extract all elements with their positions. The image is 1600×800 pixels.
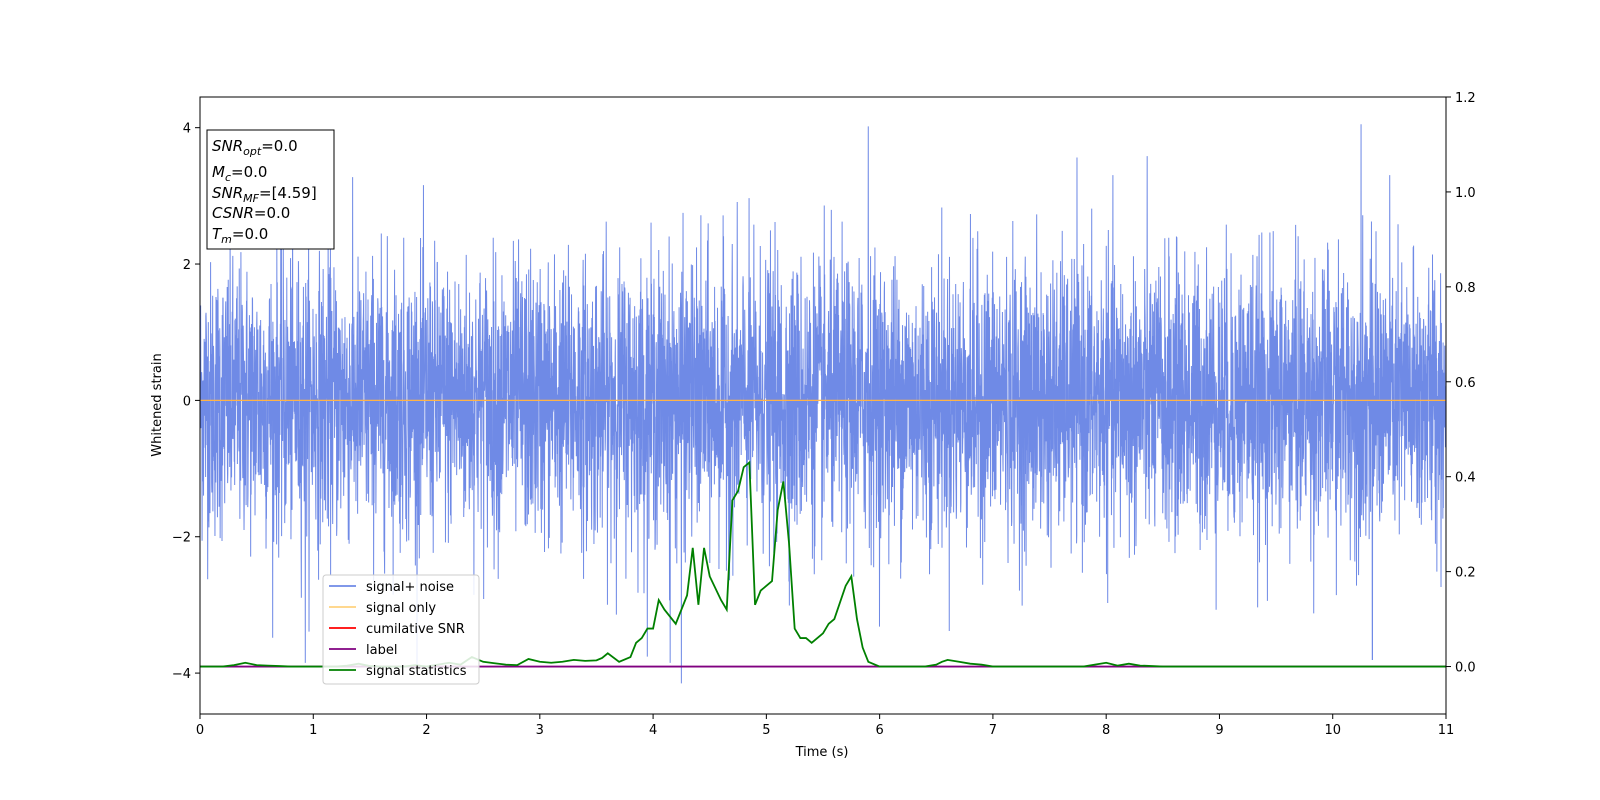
x-tick-label: 6 [875,723,883,738]
y-left-tick-label: −4 [172,667,191,682]
x-tick-label: 3 [536,723,544,738]
stat-snr-opt: SNRopt=0.0 [212,137,298,158]
axis-ticks: 0 1 2 3 4 5 6 7 8 9 10 11 −4 −2 0 2 4 0.0 0.2 0.4 0.6 0.8 1.0 1… [172,91,1476,738]
y-left-tick-label: 2 [183,258,191,273]
y-left-tick-label: −2 [172,531,191,546]
x-tick-label: 5 [762,723,770,738]
y-right-tick-label: 0.6 [1455,376,1476,391]
stat-mc: Mc=0.0 [212,163,267,184]
y-right-tick-label: 1.2 [1455,91,1476,106]
y-left-tick-label: 4 [183,122,191,137]
stats-box: SNRopt=0.0 Mc=0.0 SNRMF=[4.59] CSNR=0.0 … [206,129,335,250]
plot-frame [199,96,1447,715]
x-tick-label: 8 [1102,723,1110,738]
stat-csnr: CSNR=0.0 [212,204,290,222]
y-right-tick-label: 0.4 [1455,471,1476,486]
x-tick-label: 7 [989,723,997,738]
x-tick-label: 9 [1215,723,1223,738]
legend-label-signal-statistics: signal statistics [366,664,467,679]
x-tick-label: 0 [196,723,204,738]
y-right-tick-label: 0.0 [1455,661,1476,676]
series-signal-noise [200,124,1446,684]
y-right-tick-label: 0.8 [1455,281,1476,296]
x-tick-label: 10 [1324,723,1341,738]
stat-tm: Tm=0.0 [212,225,268,246]
x-tick-label: 11 [1438,723,1455,738]
x-tick-label: 1 [309,723,317,738]
y-left-tick-label: 0 [183,394,191,409]
x-tick-label: 2 [422,723,430,738]
legend-label-cumulative-snr: cumilative SNR [366,622,465,637]
x-tick-label: 4 [649,723,657,738]
legend: signal+ noise signal only cumilative SNR… [322,574,480,685]
y-axis-label: Whitened strain [150,353,165,456]
y-right-tick-label: 0.2 [1455,566,1476,581]
signal-noise-line [200,124,1446,684]
legend-label-label: label [366,643,397,658]
legend-label-signal-noise: signal+ noise [366,580,454,595]
legend-label-signal-only: signal only [366,601,436,616]
stat-snr-mf: SNRMF=[4.59] [212,184,317,205]
x-axis-label: Time (s) [795,745,849,760]
y-right-tick-label: 1.0 [1455,186,1476,201]
